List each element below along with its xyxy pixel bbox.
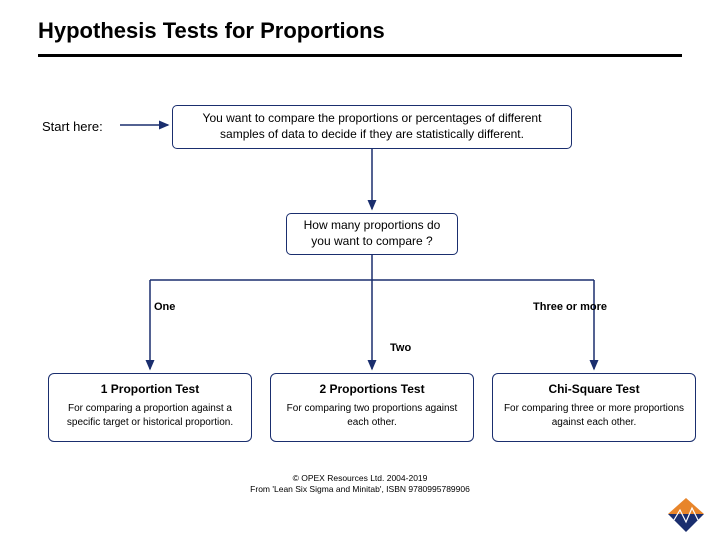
copyright-line2: From 'Lean Six Sigma and Minitab', ISBN … bbox=[0, 484, 720, 495]
test-card-two: 2 Proportions Test For comparing two pro… bbox=[270, 373, 474, 442]
page-title: Hypothesis Tests for Proportions bbox=[38, 18, 385, 44]
test-card-one: 1 Proportion Test For comparing a propor… bbox=[48, 373, 252, 442]
test-desc-three: For comparing three or more proportions … bbox=[503, 402, 685, 429]
question-box: How many proportions do you want to comp… bbox=[286, 213, 458, 255]
test-title-three: Chi-Square Test bbox=[503, 382, 685, 396]
test-desc-one: For comparing a proportion against a spe… bbox=[59, 402, 241, 429]
connectors bbox=[0, 0, 720, 540]
branch-label-one: One bbox=[154, 301, 175, 313]
start-here-label: Start here: bbox=[42, 119, 103, 134]
branch-label-two: Two bbox=[390, 342, 411, 354]
logo-icon bbox=[664, 496, 708, 534]
branch-label-three: Three or more bbox=[533, 301, 607, 313]
test-title-two: 2 Proportions Test bbox=[281, 382, 463, 396]
copyright-line1: © OPEX Resources Ltd. 2004-2019 bbox=[0, 473, 720, 484]
intro-box: You want to compare the proportions or p… bbox=[172, 105, 572, 149]
question-text: How many proportions do you want to comp… bbox=[295, 218, 449, 249]
intro-text: You want to compare the proportions or p… bbox=[181, 111, 563, 142]
copyright: © OPEX Resources Ltd. 2004-2019 From 'Le… bbox=[0, 473, 720, 496]
test-title-one: 1 Proportion Test bbox=[59, 382, 241, 396]
title-underline bbox=[38, 54, 682, 57]
test-desc-two: For comparing two proportions against ea… bbox=[281, 402, 463, 429]
test-card-three: Chi-Square Test For comparing three or m… bbox=[492, 373, 696, 442]
